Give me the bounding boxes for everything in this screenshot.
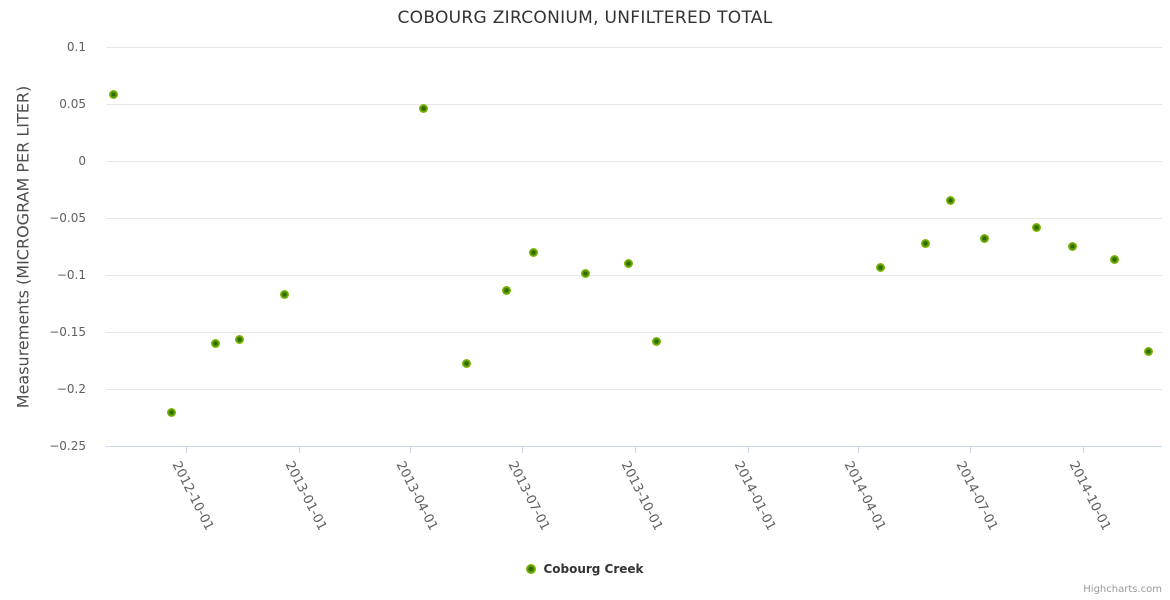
y-axis-tick-label: −0.2 [56, 382, 86, 396]
data-point[interactable] [921, 239, 930, 248]
y-gridline [106, 161, 1162, 162]
x-axis-tick-label: 2014-04-01 [840, 459, 889, 534]
y-axis-tick-label: −0.1 [56, 268, 86, 282]
data-point[interactable] [876, 263, 885, 272]
x-axis-tick [410, 446, 411, 453]
data-point[interactable] [581, 269, 590, 278]
x-axis-tick [186, 446, 187, 453]
x-axis-tick-label: 2013-10-01 [617, 459, 666, 534]
x-axis-tick [1083, 446, 1084, 453]
data-point[interactable] [946, 196, 955, 205]
x-axis-tick [858, 446, 859, 453]
y-axis-tick-label: 0.1 [66, 40, 86, 54]
x-axis-tick-label: 2013-01-01 [281, 459, 330, 534]
legend-item-label: Cobourg Creek [543, 562, 644, 576]
y-gridline [106, 104, 1162, 105]
x-axis-tick-label: 2012-10-01 [168, 459, 217, 534]
data-point[interactable] [235, 335, 244, 344]
x-axis-tick-label: 2013-04-01 [392, 459, 441, 534]
x-axis-line [106, 446, 1162, 447]
series-marker-icon [526, 564, 537, 574]
x-axis-tick [748, 446, 749, 453]
data-point[interactable] [1032, 223, 1041, 232]
data-point[interactable] [462, 359, 471, 368]
data-point[interactable] [624, 259, 633, 268]
y-gridline [106, 275, 1162, 276]
x-axis-tick-label: 2014-07-01 [952, 459, 1001, 534]
y-gridline [106, 47, 1162, 48]
data-point[interactable] [529, 248, 538, 257]
x-axis-tick [522, 446, 523, 453]
x-axis-tick-label: 2014-01-01 [730, 459, 779, 534]
data-point[interactable] [1144, 347, 1153, 356]
y-axis-title: Measurements (MICROGRAM PER LITER) [13, 85, 33, 409]
data-point[interactable] [211, 339, 220, 348]
data-point[interactable] [280, 290, 289, 299]
x-axis-tick [635, 446, 636, 453]
chart-title: COBOURG ZIRCONIUM, UNFILTERED TOTAL [397, 8, 773, 28]
y-axis-tick-label: −0.25 [49, 439, 86, 453]
data-point[interactable] [109, 90, 118, 99]
data-point[interactable] [502, 286, 511, 295]
y-axis-tick-label: −0.15 [49, 325, 86, 339]
y-gridline [106, 218, 1162, 219]
data-point[interactable] [1110, 255, 1119, 264]
highcharts-credits-link[interactable]: Highcharts.com [1083, 584, 1162, 595]
y-axis-tick-label: 0 [78, 154, 86, 168]
y-gridline [106, 389, 1162, 390]
data-point[interactable] [1068, 242, 1077, 251]
data-point[interactable] [980, 234, 989, 243]
x-axis-tick [299, 446, 300, 453]
data-point[interactable] [419, 104, 428, 113]
x-axis-tick-label: 2013-07-01 [504, 459, 553, 534]
legend-item-cobourg-creek[interactable]: Cobourg Creek [526, 562, 644, 576]
x-axis-tick [970, 446, 971, 453]
y-axis-tick-label: −0.05 [49, 211, 86, 225]
y-gridline [106, 332, 1162, 333]
x-axis-tick-label: 2014-10-01 [1065, 459, 1114, 534]
data-point[interactable] [652, 337, 661, 346]
legend: Cobourg Creek [0, 562, 1170, 576]
data-point[interactable] [167, 408, 176, 417]
y-axis-tick-label: 0.05 [59, 97, 86, 111]
